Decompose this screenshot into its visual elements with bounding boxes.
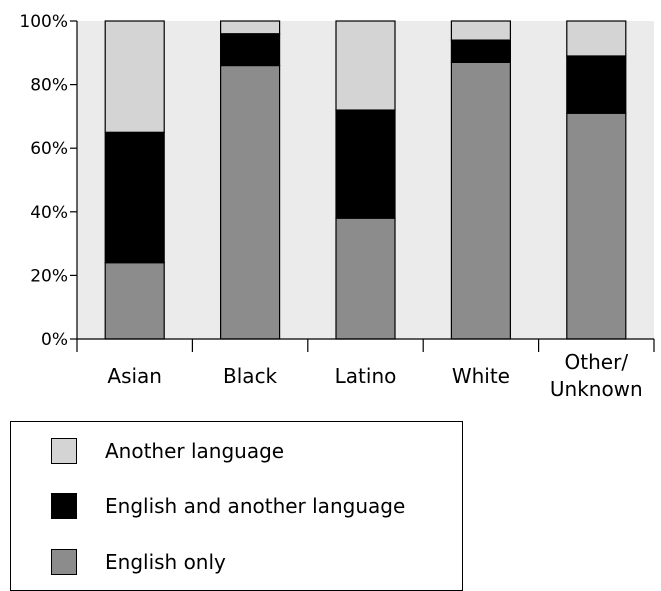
legend-label-another-language: Another language — [105, 439, 285, 463]
bar-white-another-language — [450, 20, 511, 41]
bar-black-english-and-another-language — [220, 33, 281, 67]
y-tick-label: 100% — [19, 12, 68, 32]
bar-latino-another-language — [335, 20, 396, 111]
bar-other-unknown-another-language — [566, 20, 627, 57]
x-category-label: Other/Unknown — [550, 350, 643, 401]
x-category-label: Latino — [335, 364, 397, 388]
legend-swatch-english-only — [51, 549, 77, 575]
legend-swatch-english-and-another-language — [51, 493, 77, 519]
legend-item-english-and-another-language: English and another language — [51, 493, 405, 519]
x-axis: Asian Black Latino White Other/Unknown — [76, 338, 655, 401]
y-tick-label: 80% — [30, 76, 68, 96]
y-tick-label: 40% — [30, 203, 68, 223]
x-category-label: White — [452, 364, 510, 388]
y-axis: 0% 20% 40% 60% 80% 100% — [19, 12, 78, 350]
bar-asian-another-language — [104, 20, 165, 133]
bar-asian-english-only — [104, 262, 165, 340]
bar-other-unknown-english-and-another-language — [566, 55, 627, 114]
legend-label-english-and-another-language: English and another language — [105, 494, 406, 518]
y-tick-label: 60% — [30, 139, 68, 159]
bar-white-english-and-another-language — [450, 39, 511, 63]
y-tick-label: 0% — [41, 330, 68, 350]
legend-item-english-only: English only — [51, 549, 226, 575]
legend-item-another-language: Another language — [51, 438, 284, 464]
legend: Another language English and another lan… — [10, 421, 463, 591]
y-tick-label: 20% — [30, 266, 68, 286]
bar-white-english-only — [450, 61, 511, 340]
x-category-label: Asian — [107, 364, 162, 388]
bar-latino-english-only — [335, 217, 396, 340]
bar-asian-english-and-another-language — [104, 131, 165, 264]
bar-other-unknown-english-only — [566, 112, 627, 340]
stacked-bar-chart: 0% 20% 40% 60% 80% 100% Asian Black Latino White… — [19, 12, 655, 401]
bar-latino-english-and-another-language — [335, 109, 396, 219]
bar-black-another-language — [220, 20, 281, 35]
bar-black-english-only — [220, 64, 281, 340]
bars-group — [104, 20, 627, 340]
legend-swatch-another-language — [51, 438, 77, 464]
legend-label-english-only: English only — [105, 550, 226, 574]
x-category-label: Black — [223, 364, 278, 388]
